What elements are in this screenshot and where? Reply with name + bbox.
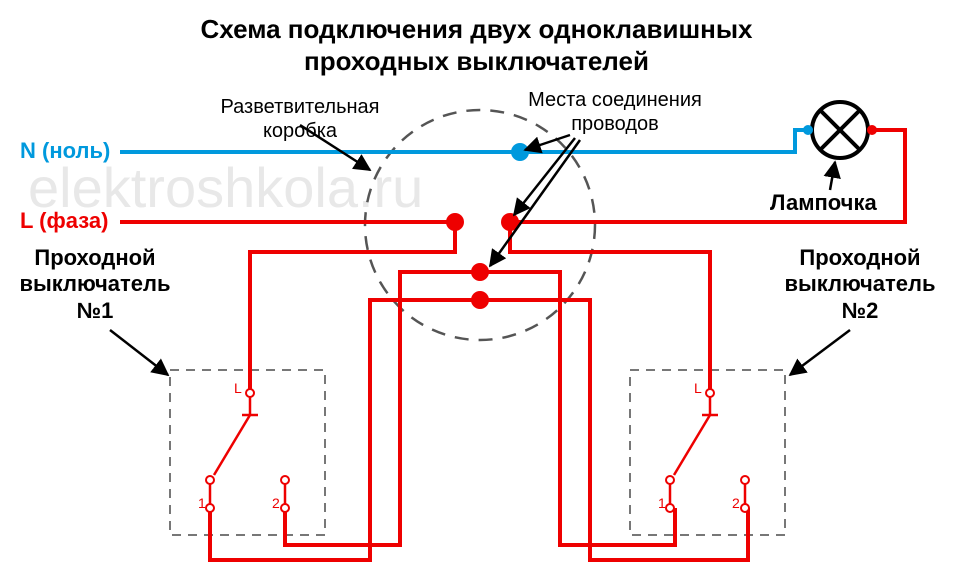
neutral-label: N (ноль)	[20, 138, 110, 164]
live-to-sw1	[250, 222, 455, 390]
switch1-internals	[210, 395, 285, 505]
sw1-t1: 1	[198, 495, 206, 512]
lamp-icon	[812, 102, 868, 158]
node-mid-bot	[471, 291, 489, 309]
sw2-L: L	[694, 380, 702, 397]
arrow-lamp	[830, 162, 835, 190]
node-live-1	[446, 213, 464, 231]
arrow-joints-3	[490, 140, 580, 266]
switch1-label: Проходной выключатель №1	[10, 245, 180, 324]
traveler-top	[285, 272, 675, 545]
arrow-sw1	[110, 330, 168, 375]
sw2-t1: 1	[658, 495, 666, 512]
node-mid-top	[471, 263, 489, 281]
diagram-title-line2: проходных выключателей	[0, 46, 953, 77]
arrow-joints-1	[525, 135, 570, 150]
switch2-internals	[670, 395, 745, 505]
arrow-sw2	[790, 330, 850, 375]
junction-box-label: Разветвительная коробка	[195, 95, 405, 143]
sw1-t2: 2	[272, 495, 280, 512]
switch2-label: Проходной выключатель №2	[775, 245, 945, 324]
sw1-L: L	[234, 380, 242, 397]
diagram-title-line1: Схема подключения двух одноклавишных	[0, 14, 953, 45]
sw2-t2: 2	[732, 495, 740, 512]
node-neutral	[511, 143, 529, 161]
lamp-return-to-sw2	[510, 222, 710, 390]
lamp-label: Лампочка	[770, 190, 877, 216]
live-label: L (фаза)	[20, 208, 108, 234]
wire-joints-label: Места соединения проводов	[500, 88, 730, 136]
